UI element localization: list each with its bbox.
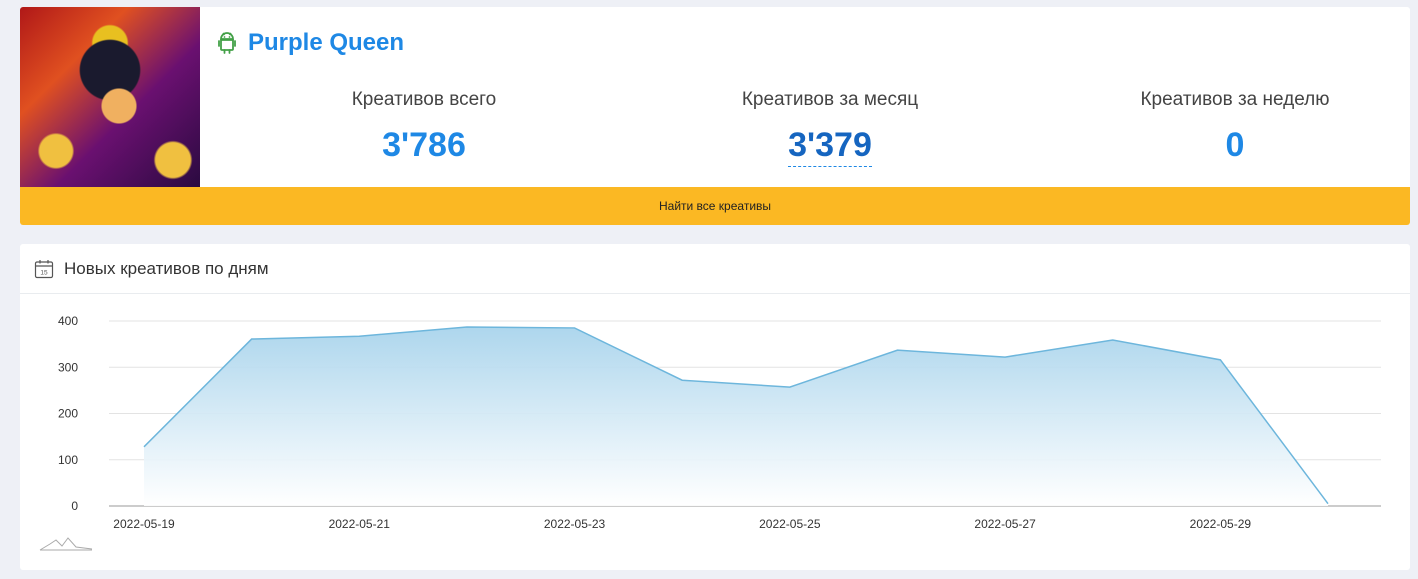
- chart-series-line: [143, 326, 1329, 505]
- chart-point[interactable]: [246, 333, 258, 345]
- chart-point[interactable]: [138, 441, 150, 453]
- app-summary-card: Purple Queen Креативов всего 3'786 Креат…: [20, 7, 1410, 225]
- chart-point[interactable]: [569, 322, 581, 334]
- app-name[interactable]: Purple Queen: [248, 29, 405, 56]
- stat-week-label: Креативов за неделю: [1140, 89, 1330, 110]
- app-thumbnail[interactable]: [20, 7, 200, 187]
- stat-week: Креативов за неделю 0: [1085, 89, 1385, 165]
- chart-point[interactable]: [676, 374, 688, 386]
- y-tick-label: 300: [58, 360, 78, 374]
- stat-total: Креативов всего 3'786: [274, 89, 574, 165]
- android-icon: [218, 32, 236, 54]
- daily-chart-card: 15 Новых креативов по дням 0 100 200 300 400…: [20, 244, 1410, 570]
- stats-row: Креативов всего 3'786 Креативов за месяц…: [200, 89, 1410, 184]
- x-tick-label: 2022-05-25: [759, 517, 821, 531]
- stat-week-value: 0: [1225, 126, 1245, 164]
- chart-point[interactable]: [999, 351, 1011, 363]
- y-tick-label: 400: [58, 314, 78, 328]
- stat-total-value: 3'786: [382, 126, 466, 164]
- chart-point[interactable]: [1214, 354, 1226, 366]
- chart-header: 15 Новых креативов по дням: [20, 244, 1410, 294]
- svg-text:15: 15: [40, 269, 48, 276]
- chart-point[interactable]: [1322, 498, 1334, 510]
- x-tick-label: 2022-05-19: [113, 517, 175, 531]
- stat-month: Креативов за месяц 3'379: [680, 89, 980, 167]
- chart-point[interactable]: [784, 381, 796, 393]
- chart-title: Новых креативов по дням: [64, 258, 269, 278]
- y-tick-label: 0: [71, 499, 78, 513]
- stat-month-value[interactable]: 3'379: [788, 126, 872, 167]
- daily-creatives-chart: 0 100 200 300 400 2022-05-19 2022-05-21 2022-0…: [39, 314, 1381, 551]
- calendar-icon: 15: [34, 259, 54, 278]
- chart-point[interactable]: [461, 321, 473, 333]
- x-tick-label: 2022-05-29: [1190, 517, 1252, 531]
- x-tick-label: 2022-05-21: [329, 517, 391, 531]
- y-tick-label: 200: [58, 407, 78, 421]
- stat-total-label: Креативов всего: [351, 89, 497, 110]
- chart-area-fill: [144, 327, 1328, 506]
- chart-point[interactable]: [353, 330, 365, 342]
- chart-point[interactable]: [1107, 334, 1119, 346]
- chart-point[interactable]: [891, 344, 903, 356]
- chart-zoom-icon[interactable]: [39, 537, 93, 551]
- app-title: Purple Queen: [218, 29, 404, 57]
- stat-month-label: Креативов за месяц: [741, 89, 919, 110]
- x-tick-label: 2022-05-23: [544, 517, 606, 531]
- x-tick-label: 2022-05-27: [974, 517, 1036, 531]
- y-tick-label: 100: [58, 453, 78, 467]
- find-all-creatives-button[interactable]: Найти все креативы: [20, 187, 1410, 225]
